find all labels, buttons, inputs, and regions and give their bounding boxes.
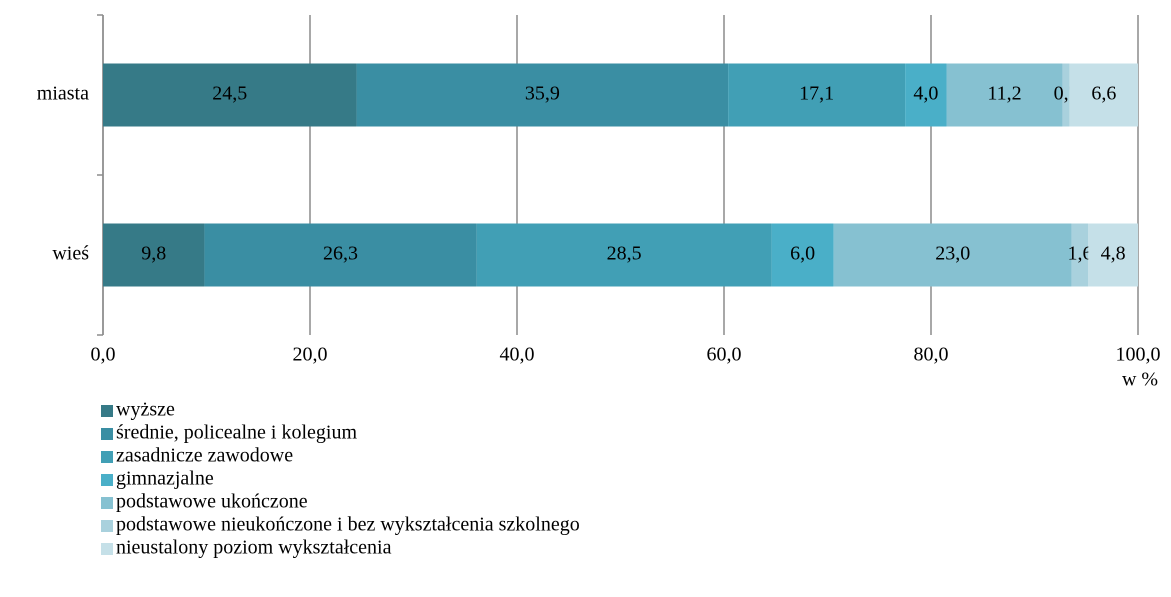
legend-label: wyższe [116,399,175,421]
legend-label: zasadnicze zawodowe [116,445,293,467]
value-label: 23,0 [935,243,970,265]
legend-swatch [101,543,113,555]
bar-segment [356,63,729,127]
value-label: 4,8 [1101,243,1126,265]
legend-label: średnie, policealne i kolegium [116,422,357,444]
y-tick-label: wieś [52,243,89,265]
legend-swatch [101,520,113,532]
x-tick-label: 40,0 [500,344,535,366]
bar-segment [1062,63,1070,127]
x-tick-label: 0,0 [91,344,116,366]
value-label: 4,0 [913,83,938,105]
value-label: 17,1 [799,83,834,105]
bar-segment [771,223,834,287]
value-label: 9,8 [141,243,166,265]
value-label: 6,0 [790,243,815,265]
legend-label: gimnazjalne [116,468,214,490]
bar-segment [103,223,205,287]
bar-segment [103,63,357,127]
x-tick-label: 80,0 [914,344,949,366]
legend-label: podstawowe ukończone [116,491,308,513]
bar-segment [1069,63,1138,127]
x-tick-label: 20,0 [293,344,328,366]
bar-segment [1071,223,1089,287]
value-label: 28,5 [607,243,642,265]
x-tick-label: 60,0 [707,344,742,366]
legend-swatch [101,405,113,417]
legend-label: podstawowe nieukończone i bez wykształce… [116,514,580,536]
bar-segment [946,63,1063,127]
y-tick-label: miasta [37,83,89,105]
bar-segment [476,223,772,287]
value-label: 6,6 [1091,83,1116,105]
bar-segment [204,223,477,287]
bar-segment [728,63,906,127]
bar-segment [905,63,947,127]
legend-swatch [101,451,113,463]
legend-swatch [101,497,113,509]
value-label: 35,9 [525,83,560,105]
legend-swatch [101,428,113,440]
x-axis-label: w % [1122,369,1158,391]
value-label: 11,2 [987,83,1021,105]
value-label: 1,6 [1068,243,1093,265]
legend-label: nieustalony poziom wykształcenia [116,537,392,559]
value-label: 24,5 [212,83,247,105]
value-label: 26,3 [323,243,358,265]
bar-segment [1088,223,1138,287]
bar-segment [833,223,1072,287]
x-tick-label: 100,0 [1116,344,1161,366]
legend-swatch [101,474,113,486]
